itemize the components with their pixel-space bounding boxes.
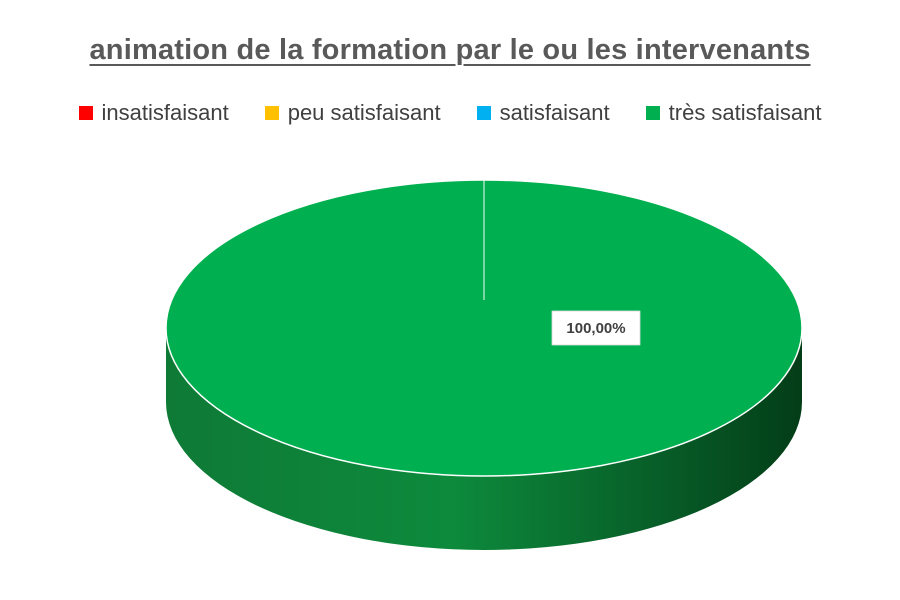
chart-legend: insatisfaisant peu satisfaisant satisfai… [0,100,900,126]
legend-label-insatisfaisant: insatisfaisant [101,100,229,125]
pie-slice-side-tr-s-satisfaisant [166,328,802,550]
legend-swatch-tres-satisfaisant [645,106,660,120]
legend-swatch-insatisfaisant [78,106,93,120]
legend-label-satisfaisant: satisfaisant [499,100,610,125]
legend-label-peu-satisfaisant: peu satisfaisant [287,100,441,125]
legend-item-peu-satisfaisant[interactable]: peu satisfaisant [264,100,441,126]
data-label-tr-s-satisfaisant: 100,00% [551,310,641,346]
legend-swatch-satisfaisant [476,106,491,120]
legend-item-satisfaisant[interactable]: satisfaisant [476,100,610,126]
legend-swatch-peu-satisfaisant [264,106,279,120]
legend-item-tres-satisfaisant[interactable]: très satisfaisant [645,100,822,126]
data-label-text: 100,00% [566,320,625,337]
data-label-box [551,310,641,346]
chart-title: animation de la formation par le ou les … [89,34,811,66]
legend-label-tres-satisfaisant: très satisfaisant [668,100,822,125]
legend-item-insatisfaisant[interactable]: insatisfaisant [78,100,229,126]
